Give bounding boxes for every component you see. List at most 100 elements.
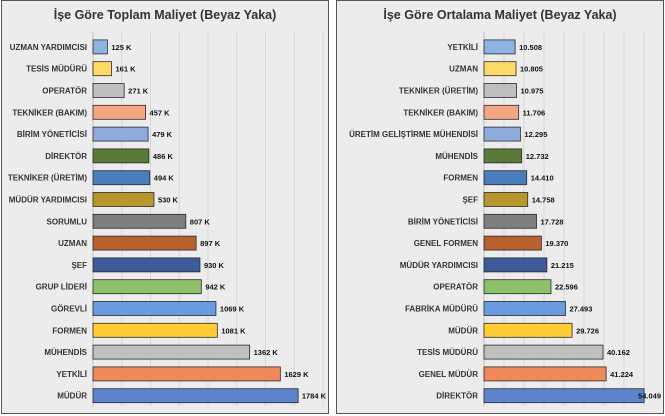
data-label: 930 K bbox=[204, 261, 225, 270]
category-label: TESİS MÜDÜRÜ bbox=[417, 348, 478, 357]
data-label: 12.732 bbox=[526, 152, 549, 161]
data-label: 14.758 bbox=[532, 196, 555, 205]
chart-title: İşe Göre Toplam Maliyet (Beyaz Yaka) bbox=[53, 8, 277, 22]
data-label: 29.726 bbox=[576, 326, 599, 335]
data-label: 1069 K bbox=[220, 305, 245, 314]
data-label: 942 K bbox=[205, 283, 226, 292]
bar bbox=[92, 170, 151, 186]
data-label: 125 K bbox=[111, 43, 132, 52]
category-label: BİRİM YÖNETİCİSİ bbox=[408, 217, 478, 226]
bar bbox=[92, 257, 201, 273]
category-label: UZMAN YARDIMCISI bbox=[10, 43, 87, 52]
bar bbox=[92, 279, 202, 295]
data-label: 486 K bbox=[153, 152, 174, 161]
category-label: SORUMLU bbox=[47, 217, 88, 226]
bar bbox=[483, 148, 523, 164]
category-label: MÜHENDİS bbox=[435, 152, 478, 161]
category-label: TESİS MÜDÜRÜ bbox=[26, 65, 87, 74]
data-label: 17.728 bbox=[541, 217, 564, 226]
category-label: GRUP LİDERİ bbox=[36, 283, 87, 292]
data-label: 161 K bbox=[116, 65, 137, 74]
data-label: 27.493 bbox=[569, 305, 592, 314]
data-label: 479 K bbox=[152, 130, 173, 139]
category-label: FABRİKA MÜDÜRÜ bbox=[405, 305, 478, 314]
data-label: 11.706 bbox=[523, 108, 546, 117]
data-label: 807 K bbox=[190, 217, 211, 226]
bar bbox=[92, 83, 125, 98]
bar bbox=[92, 344, 251, 360]
data-label: 530 K bbox=[158, 196, 179, 205]
category-label: GENEL FORMEN bbox=[414, 239, 479, 248]
category-label: MÜHENDİS bbox=[44, 348, 87, 357]
bar-chart-total-cost: UZMAN YARDIMCISI 125 K TESİS MÜDÜRÜ 161 K OP… bbox=[8, 32, 327, 407]
category-label: OPERATÖR bbox=[433, 283, 478, 292]
bar bbox=[483, 213, 537, 229]
category-label: ŞEF bbox=[71, 261, 87, 270]
bar bbox=[92, 126, 149, 142]
category-label: GENEL MÜDÜR bbox=[419, 370, 479, 379]
category-label: DİREKTÖR bbox=[436, 392, 478, 401]
category-label: FORMEN bbox=[443, 174, 478, 183]
bar bbox=[483, 235, 542, 251]
bar bbox=[92, 322, 218, 338]
category-label: YETKİLİ bbox=[56, 370, 87, 379]
data-label: 1784 K bbox=[302, 392, 327, 401]
category-label: TEKNİKER (ÜRETİM) bbox=[8, 174, 87, 183]
category-label: ŞEF bbox=[462, 196, 478, 205]
bar bbox=[92, 39, 108, 55]
data-label: 10.805 bbox=[520, 65, 543, 74]
bar bbox=[92, 104, 146, 120]
category-label: TEKNİKER (BAKIM) bbox=[403, 108, 478, 117]
bar bbox=[483, 192, 529, 207]
data-label: 21.215 bbox=[551, 261, 574, 270]
category-label: UZMAN bbox=[58, 239, 87, 248]
category-label: UZMAN bbox=[449, 65, 478, 74]
data-label: 1081 K bbox=[221, 326, 246, 335]
data-label: 10.975 bbox=[521, 87, 544, 96]
data-label: 14.410 bbox=[531, 174, 554, 183]
bar bbox=[483, 257, 548, 273]
bar-chart-average-cost: YETKİLİ 10.508 UZMAN 10.805 TEKNİKER (ÜRETİM… bbox=[349, 32, 661, 407]
bar bbox=[483, 61, 517, 77]
category-label: MÜDÜR bbox=[448, 326, 478, 335]
bar bbox=[92, 61, 112, 77]
data-label: 54.049 bbox=[638, 392, 661, 401]
category-label: OPERATÖR bbox=[42, 87, 87, 96]
data-label: 494 K bbox=[154, 174, 175, 183]
category-label: ÜRETİM GELİŞTİRME MÜHENDİSİ bbox=[349, 130, 478, 139]
category-label: BİRİM YÖNETİCİSİ bbox=[17, 130, 87, 139]
category-label: FORMEN bbox=[52, 326, 87, 335]
data-label: 12.295 bbox=[524, 130, 547, 139]
data-label: 22.596 bbox=[555, 283, 578, 292]
bar bbox=[483, 83, 517, 98]
bar bbox=[92, 366, 281, 382]
bar bbox=[483, 322, 573, 338]
category-label: TEKNİKER (BAKIM) bbox=[12, 108, 87, 117]
bar bbox=[92, 213, 187, 229]
bar bbox=[92, 192, 155, 207]
bar bbox=[483, 104, 520, 120]
category-label: MÜDÜR YARDIMCISI bbox=[400, 261, 478, 270]
category-label: YETKİLİ bbox=[447, 43, 478, 52]
chart-panel-average-cost: İşe Göre Ortalama Maliyet (Beyaz Yaka) Y… bbox=[336, 0, 664, 414]
bar bbox=[92, 388, 299, 404]
chart-panel-total-cost: İşe Göre Toplam Maliyet (Beyaz Yaka) UZM… bbox=[1, 0, 329, 414]
bar bbox=[483, 388, 645, 404]
chart-title: İşe Göre Ortalama Maliyet (Beyaz Yaka) bbox=[383, 8, 617, 22]
category-label: MÜDÜR bbox=[57, 392, 87, 401]
category-label: TEKNİKER (ÜRETİM) bbox=[399, 87, 478, 96]
data-label: 897 K bbox=[200, 239, 221, 248]
category-label: MÜDÜR YARDIMCISI bbox=[9, 196, 87, 205]
bar bbox=[92, 148, 150, 164]
data-label: 457 K bbox=[150, 108, 171, 117]
bar bbox=[483, 39, 516, 55]
bar bbox=[483, 344, 604, 360]
data-label: 271 K bbox=[128, 87, 149, 96]
data-label: 19.370 bbox=[545, 239, 568, 248]
category-label: DİREKTÖR bbox=[45, 152, 87, 161]
category-label: GÖREVLİ bbox=[51, 305, 87, 314]
bar bbox=[483, 126, 521, 142]
data-label: 41.224 bbox=[610, 370, 634, 379]
bar bbox=[483, 170, 528, 186]
bar bbox=[92, 301, 217, 316]
